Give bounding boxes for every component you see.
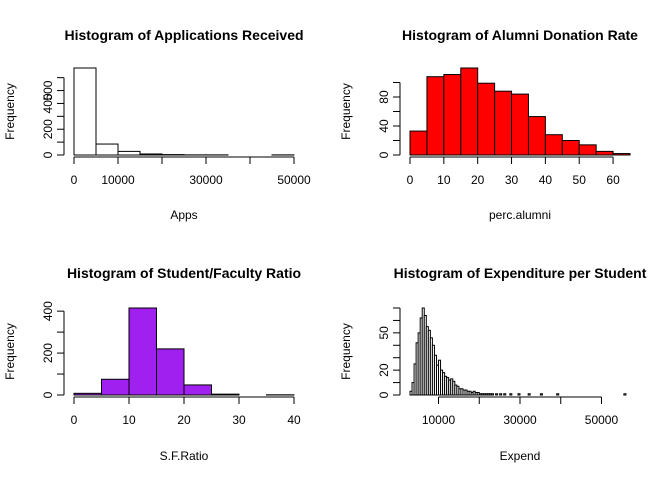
x-tick-label: 10 — [437, 173, 451, 187]
histogram-bar — [494, 90, 513, 156]
histogram-bar — [527, 393, 531, 396]
y-tick-label: 200 — [41, 119, 55, 139]
histogram-bar — [561, 140, 580, 156]
histogram-bar — [443, 74, 462, 156]
x-tick-label: 30000 — [503, 413, 537, 427]
x-tick-label: 10000 — [422, 413, 456, 427]
bars — [409, 307, 627, 396]
y-tick-label: 200 — [41, 343, 55, 363]
histogram-bar — [578, 144, 597, 156]
x-axis-label: perc.alumni — [489, 208, 551, 222]
x-tick-label: 50 — [573, 173, 587, 187]
y-tick-label: 20 — [377, 363, 391, 377]
bars — [73, 67, 295, 156]
x-tick-label: 0 — [71, 413, 78, 427]
y-tick-label: 80 — [377, 90, 391, 104]
histogram-bar — [503, 393, 507, 396]
y-tick-label: 50 — [377, 326, 391, 340]
histogram-bar — [95, 143, 119, 156]
x-tick-label: 60 — [606, 173, 620, 187]
y-tick-label: 500 — [41, 80, 55, 100]
bars — [409, 67, 631, 156]
chart-title: Histogram of Expenditure per Student — [394, 265, 647, 281]
x-tick-label: 30 — [232, 413, 246, 427]
x-tick-label: 0 — [71, 173, 78, 187]
histogram-bar — [460, 67, 479, 156]
x-tick-label: 40 — [287, 413, 301, 427]
chart-title: Histogram of Applications Received — [64, 27, 303, 43]
histogram-bar — [128, 307, 157, 396]
histogram-bar — [73, 392, 102, 396]
histogram-bar — [477, 82, 496, 156]
histogram-bar — [117, 150, 141, 156]
histogram-bar — [539, 393, 543, 396]
bars — [73, 307, 295, 396]
histogram-bar — [612, 153, 631, 156]
histogram-bar — [211, 393, 240, 396]
x-tick-label: 20 — [471, 173, 485, 187]
y-axis-label: Frequency — [3, 323, 17, 380]
x-axis-label: S.F.Ratio — [160, 449, 209, 463]
y-axis-label: Frequency — [339, 323, 353, 380]
x-tick-label: 20 — [177, 413, 191, 427]
histogram-bar — [495, 393, 499, 396]
x-tick-label: 50000 — [585, 413, 619, 427]
histogram-bar — [499, 393, 503, 396]
histogram-bar — [73, 67, 97, 156]
histogram-bar — [409, 130, 428, 156]
chart-panel-1: Histogram of Applications Received 0 10000… — [3, 27, 311, 222]
y-tick-label: 0 — [377, 151, 391, 158]
x-tick-label: 30000 — [189, 173, 223, 187]
histogram-bar — [156, 348, 185, 396]
histogram-bar — [426, 76, 445, 156]
x-axis-label: Expend — [500, 449, 541, 463]
x-tick-label: 40 — [539, 173, 553, 187]
y-tick-label: 0 — [41, 151, 55, 158]
histogram-bar — [139, 153, 163, 156]
y-tick-label: 0 — [377, 391, 391, 398]
histogram-bar — [556, 393, 560, 396]
y-tick-label: 40 — [377, 119, 391, 133]
y-axis-label: Frequency — [339, 83, 353, 140]
histogram-bar — [623, 393, 627, 396]
chart-title: Histogram of Alumni Donation Rate — [402, 27, 638, 43]
histogram-bar — [490, 393, 495, 396]
histogram-bar — [517, 393, 521, 396]
histogram-bar — [183, 384, 212, 396]
chart-panel-2: Histogram of Alumni Donation Rate 0 10 20 30… — [339, 27, 638, 222]
histogram-bar — [509, 393, 513, 396]
x-tick-label: 30 — [505, 173, 519, 187]
histogram-bar — [544, 134, 563, 156]
y-tick-label: 0 — [41, 391, 55, 398]
chart-panel-4: Histogram of Expenditure per Student 1000… — [339, 265, 647, 463]
x-tick-label: 10000 — [101, 173, 135, 187]
x-tick-label: 50000 — [277, 173, 311, 187]
y-tick-label: 400 — [41, 301, 55, 321]
histogram-bar — [101, 378, 130, 396]
histogram-bar — [511, 93, 529, 156]
y-axis-label: Frequency — [3, 83, 17, 140]
x-tick-label: 0 — [407, 173, 414, 187]
histogram-bar — [527, 116, 546, 156]
chart-panel-3: Histogram of Student/Faculty Ratio 0 10 20 3… — [3, 265, 301, 463]
histogram-bar — [595, 150, 614, 156]
y-tick-label: 400 — [41, 93, 55, 113]
x-axis-label: Apps — [170, 208, 197, 222]
x-tick-label: 10 — [122, 413, 136, 427]
chart-title: Histogram of Student/Faculty Ratio — [67, 265, 301, 281]
